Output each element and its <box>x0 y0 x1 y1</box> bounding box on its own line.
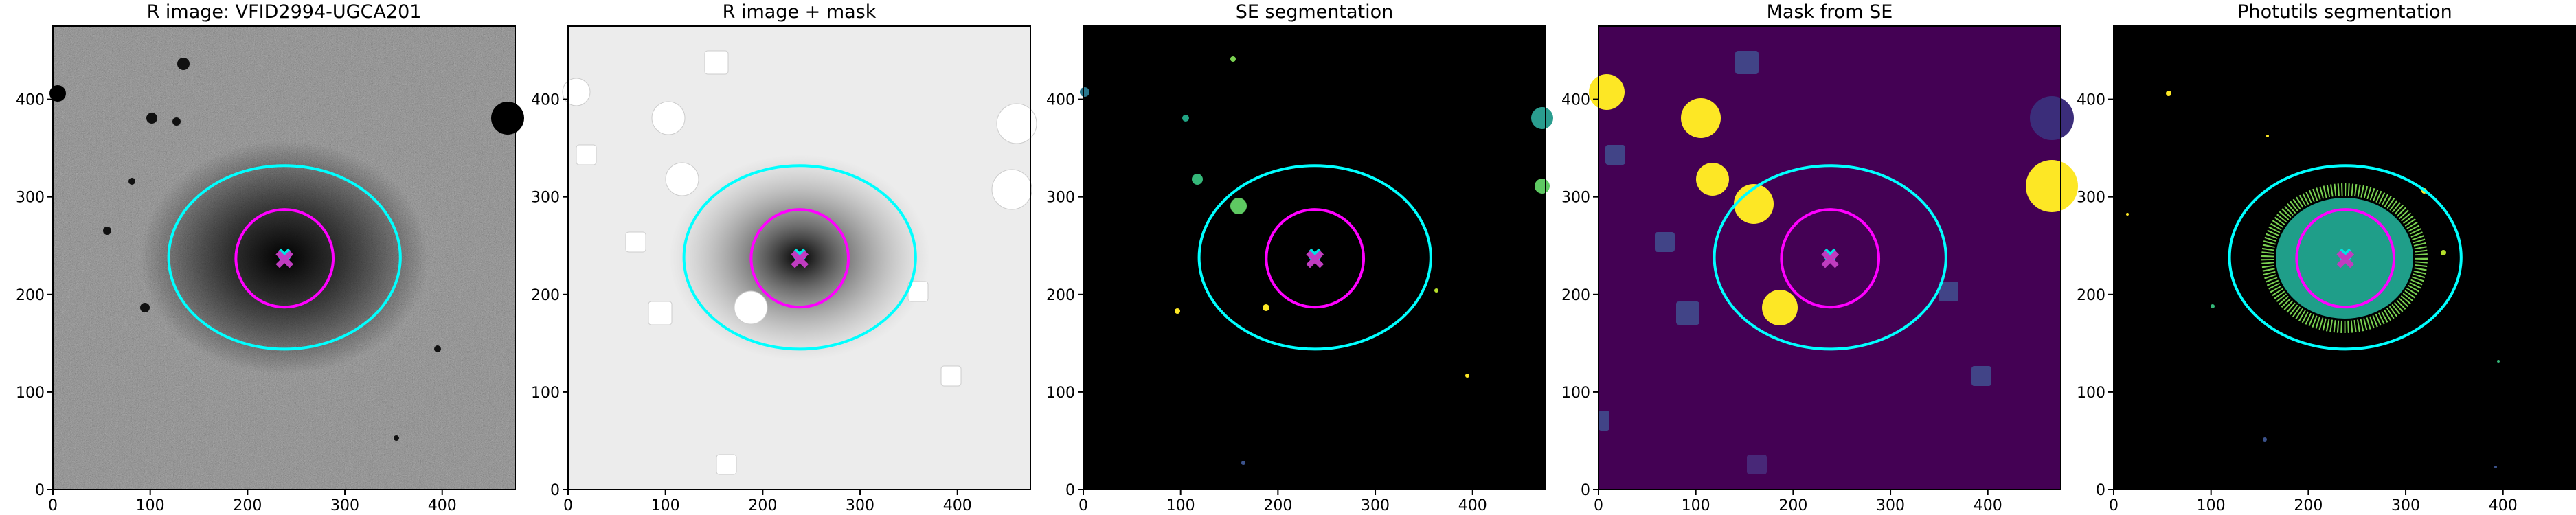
x-tick-label: 200 <box>1263 497 1292 514</box>
y-tick-label: 400 <box>531 92 560 109</box>
y-tick-label: 200 <box>1561 287 1590 304</box>
x-tick-label: 0 <box>1078 497 1088 514</box>
y-tick-label: 0 <box>35 482 45 499</box>
x-tick-label: 300 <box>1361 497 1390 514</box>
x-tick-label: 300 <box>1876 497 1905 514</box>
panel: Photutils segmentation 0 100 200 300 400 0 100 2… <box>2077 1 2576 514</box>
y-tick-label: 400 <box>1046 92 1075 109</box>
image <box>1589 26 2078 490</box>
x-tick-label: 200 <box>2294 497 2323 514</box>
aperture-ellipse <box>1197 164 1432 351</box>
y-tick-label: 200 <box>1046 287 1075 304</box>
aperture-ellipse <box>167 164 402 351</box>
aperture-circle <box>2295 208 2396 309</box>
center-marker <box>2336 250 2355 268</box>
aperture-circle <box>1780 208 1881 309</box>
y-tick-label: 100 <box>1046 385 1075 402</box>
aperture-circle <box>234 208 335 309</box>
y-tick-label: 100 <box>531 385 560 402</box>
center-marker <box>275 250 294 268</box>
axes-frame <box>52 25 516 490</box>
panel: R image + mask 0 100 200 300 400 0 100 200 300 400 <box>531 1 1037 514</box>
y-tick-label: 200 <box>2077 287 2105 304</box>
x-tick-label: 400 <box>1458 497 1487 514</box>
x-tick-label: 100 <box>1682 497 1710 514</box>
y-tick-label: 200 <box>16 287 45 304</box>
axes-frame <box>1598 25 2061 490</box>
aperture-circle <box>749 208 850 309</box>
x-tick-label: 0 <box>563 497 573 514</box>
center-marker <box>1821 250 1840 268</box>
y-tick-label: 300 <box>1561 190 1590 207</box>
x-tick-label: 100 <box>2197 497 2226 514</box>
x-tick-label: 400 <box>428 497 457 514</box>
center-marker <box>791 250 809 268</box>
panel-title: Photutils segmentation <box>2237 1 2452 23</box>
x-tick-label: 300 <box>846 497 874 514</box>
panel-title: SE segmentation <box>1236 1 1393 23</box>
panel-title: Mask from SE <box>1767 1 1893 23</box>
y-tick-label: 200 <box>531 287 560 304</box>
y-tick-label: 400 <box>2077 92 2105 109</box>
y-tick-label: 300 <box>16 190 45 207</box>
y-tick-label: 400 <box>16 92 45 109</box>
aperture-circle <box>1265 208 1366 309</box>
x-tick-label: 400 <box>943 497 972 514</box>
x-tick-label: 300 <box>330 497 359 514</box>
y-tick-label: 0 <box>2096 482 2105 499</box>
x-tick-label: 200 <box>748 497 777 514</box>
panel: SE segmentation 0 100 200 300 400 0 100 200 300 40… <box>1046 1 1553 514</box>
y-tick-label: 0 <box>550 482 560 499</box>
axes-frame <box>2113 25 2576 490</box>
x-tick-label: 100 <box>651 497 680 514</box>
x-tick-label: 0 <box>48 497 58 514</box>
y-tick-label: 400 <box>1561 92 1590 109</box>
panel: R image: VFID2994-UGCA201 0 100 200 300 400 0 1… <box>16 1 524 514</box>
panel-title: R image + mask <box>723 1 877 23</box>
x-tick-label: 300 <box>2391 497 2420 514</box>
x-tick-label: 200 <box>233 497 262 514</box>
y-tick-label: 100 <box>2077 385 2105 402</box>
panel-title: R image: VFID2994-UGCA201 <box>147 1 422 23</box>
center-marker <box>1306 250 1324 268</box>
aperture-ellipse <box>682 164 917 351</box>
x-tick-label: 200 <box>1778 497 1807 514</box>
axes-frame <box>1083 25 1546 490</box>
panel: Mask from SE 0 100 200 300 400 0 100 200 300 400 <box>1561 1 2078 514</box>
x-tick-label: 0 <box>1594 497 1603 514</box>
aperture-ellipse <box>1713 164 1947 351</box>
y-tick-label: 300 <box>531 190 560 207</box>
x-tick-label: 400 <box>2489 497 2518 514</box>
y-tick-label: 300 <box>2077 190 2105 207</box>
y-tick-label: 300 <box>1046 190 1075 207</box>
x-tick-label: 0 <box>2109 497 2119 514</box>
y-tick-label: 0 <box>1065 482 1075 499</box>
aperture-ellipse <box>2228 164 2463 351</box>
x-tick-label: 100 <box>136 497 165 514</box>
y-tick-label: 100 <box>16 385 45 402</box>
y-tick-label: 100 <box>1561 385 1590 402</box>
x-tick-label: 400 <box>1974 497 2002 514</box>
axes-frame <box>567 25 1031 490</box>
x-tick-label: 100 <box>1166 497 1195 514</box>
y-tick-label: 0 <box>1581 482 1590 499</box>
